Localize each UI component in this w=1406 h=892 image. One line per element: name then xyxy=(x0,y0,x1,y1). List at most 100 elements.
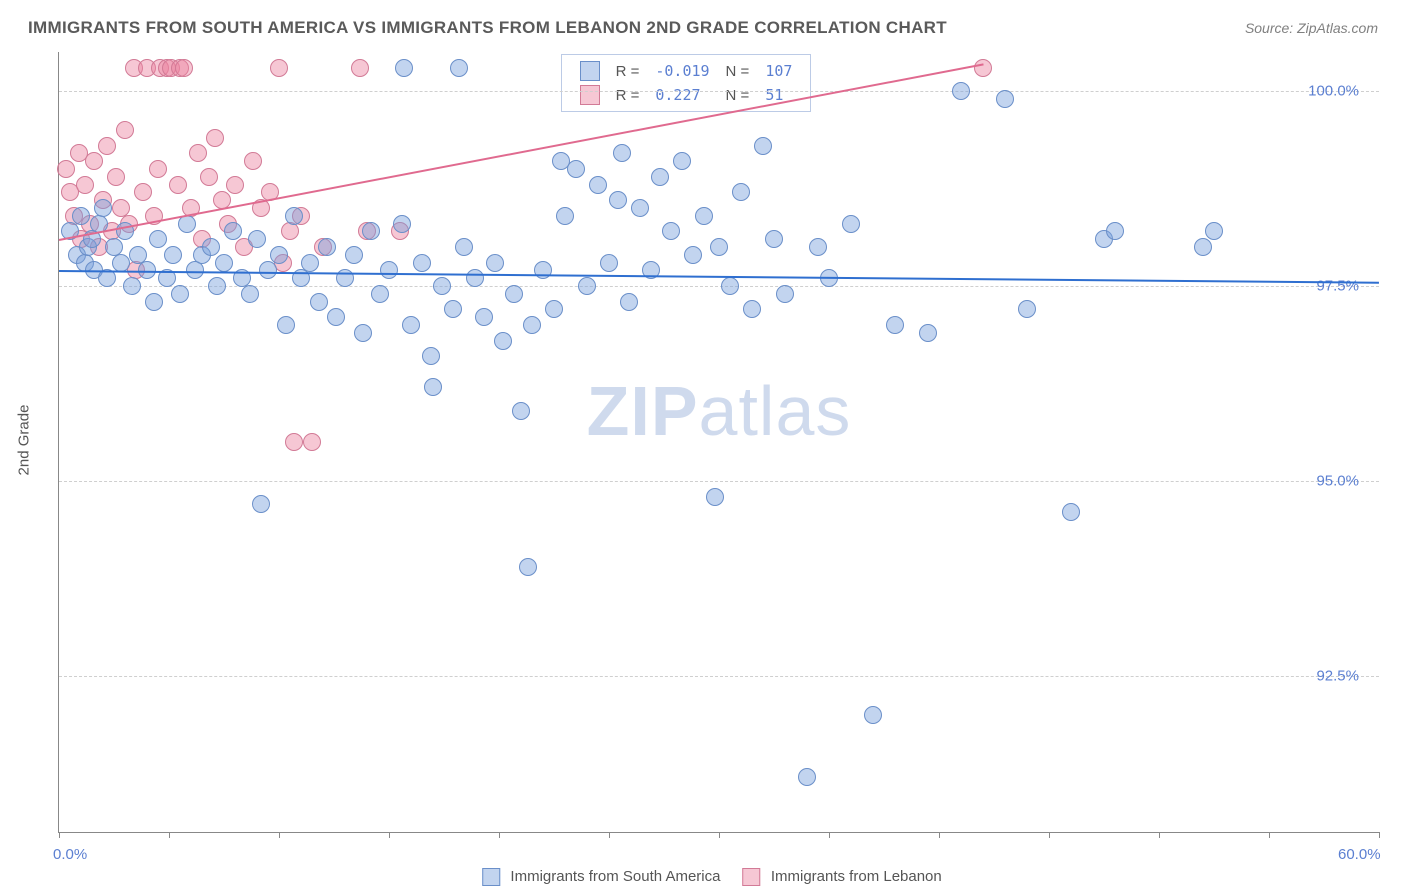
series1-point xyxy=(354,324,372,342)
series1-point xyxy=(600,254,618,272)
series1-point xyxy=(380,261,398,279)
series2-point xyxy=(175,59,193,77)
series2-point xyxy=(206,129,224,147)
series1-point xyxy=(578,277,596,295)
series1-point xyxy=(523,316,541,334)
series2-point xyxy=(226,176,244,194)
series2-point xyxy=(303,433,321,451)
series1-point xyxy=(1062,503,1080,521)
x-tick xyxy=(499,832,500,838)
series1-point xyxy=(345,246,363,264)
series1-point xyxy=(651,168,669,186)
series1-point xyxy=(164,246,182,264)
series1-point xyxy=(413,254,431,272)
series2-point xyxy=(200,168,218,186)
series2-point xyxy=(270,59,288,77)
series1-point xyxy=(202,238,220,256)
series1-point xyxy=(393,215,411,233)
series1-point xyxy=(952,82,970,100)
series1-point xyxy=(72,207,90,225)
series2-point xyxy=(57,160,75,178)
series2-point xyxy=(974,59,992,77)
stats-row-series1: R = -0.019 N = 107 xyxy=(572,59,801,83)
series1-point xyxy=(444,300,462,318)
series2-point xyxy=(107,168,125,186)
y-tick-label: 92.5% xyxy=(1316,668,1359,685)
r-label: R = xyxy=(608,59,648,83)
series1-swatch xyxy=(580,61,600,81)
series1-point xyxy=(241,285,259,303)
series1-point xyxy=(145,293,163,311)
series1-point xyxy=(1205,222,1223,240)
series1-point xyxy=(809,238,827,256)
series1-point xyxy=(215,254,233,272)
bottom-legend: Immigrants from South America Immigrants… xyxy=(464,868,942,886)
series1-point xyxy=(613,144,631,162)
series1-point xyxy=(864,706,882,724)
series1-point xyxy=(112,254,130,272)
chart-title: IMMIGRANTS FROM SOUTH AMERICA VS IMMIGRA… xyxy=(28,18,947,38)
source-label: Source: ZipAtlas.com xyxy=(1245,20,1378,36)
series1-point xyxy=(1194,238,1212,256)
series1-point xyxy=(919,324,937,342)
series1-point xyxy=(706,488,724,506)
series1-point xyxy=(486,254,504,272)
series1-point xyxy=(318,238,336,256)
series1-point xyxy=(512,402,530,420)
series1-point xyxy=(589,176,607,194)
series1-point xyxy=(424,378,442,396)
series1-point xyxy=(123,277,141,295)
series1-point xyxy=(252,495,270,513)
series1-trendline xyxy=(59,270,1379,284)
series1-point xyxy=(208,277,226,295)
x-tick-label-min: 0.0% xyxy=(53,846,87,863)
series1-swatch xyxy=(482,868,500,886)
series2-legend-label: Immigrants from Lebanon xyxy=(771,868,942,885)
series2-point xyxy=(281,222,299,240)
series1-point xyxy=(765,230,783,248)
x-tick xyxy=(829,832,830,838)
series1-point xyxy=(171,285,189,303)
x-tick xyxy=(1379,832,1380,838)
watermark-bold: ZIP xyxy=(587,372,699,450)
series1-point xyxy=(301,254,319,272)
series2-point xyxy=(116,121,134,139)
n-label: N = xyxy=(718,83,758,107)
series1-point xyxy=(710,238,728,256)
series1-point xyxy=(754,137,772,155)
series1-point xyxy=(776,285,794,303)
gridline-h xyxy=(59,481,1379,482)
series1-point xyxy=(620,293,638,311)
series1-legend-label: Immigrants from South America xyxy=(510,868,720,885)
series1-point xyxy=(224,222,242,240)
series2-swatch xyxy=(580,85,600,105)
series1-point xyxy=(609,191,627,209)
series1-point xyxy=(455,238,473,256)
series1-point xyxy=(327,308,345,326)
x-tick xyxy=(279,832,280,838)
series1-point xyxy=(695,207,713,225)
x-tick xyxy=(59,832,60,838)
series2-r-value: 0.227 xyxy=(647,83,717,107)
series1-point xyxy=(721,277,739,295)
series1-point xyxy=(798,768,816,786)
series1-point xyxy=(422,347,440,365)
series1-point xyxy=(505,285,523,303)
series1-point xyxy=(662,222,680,240)
series1-point xyxy=(534,261,552,279)
series1-point xyxy=(277,316,295,334)
y-tick-label: 97.5% xyxy=(1316,278,1359,295)
series1-point xyxy=(996,90,1014,108)
series1-point xyxy=(519,558,537,576)
series1-point xyxy=(94,199,112,217)
x-tick xyxy=(389,832,390,838)
series1-r-value: -0.019 xyxy=(647,59,717,83)
series1-point xyxy=(285,207,303,225)
plot-area: ZIPatlas R = -0.019 N = 107 R = 0.227 N … xyxy=(58,52,1379,833)
series2-swatch xyxy=(743,868,761,886)
watermark-rest: atlas xyxy=(699,372,852,450)
series1-point xyxy=(433,277,451,295)
series1-point xyxy=(631,199,649,217)
x-tick xyxy=(609,832,610,838)
series1-point xyxy=(475,308,493,326)
